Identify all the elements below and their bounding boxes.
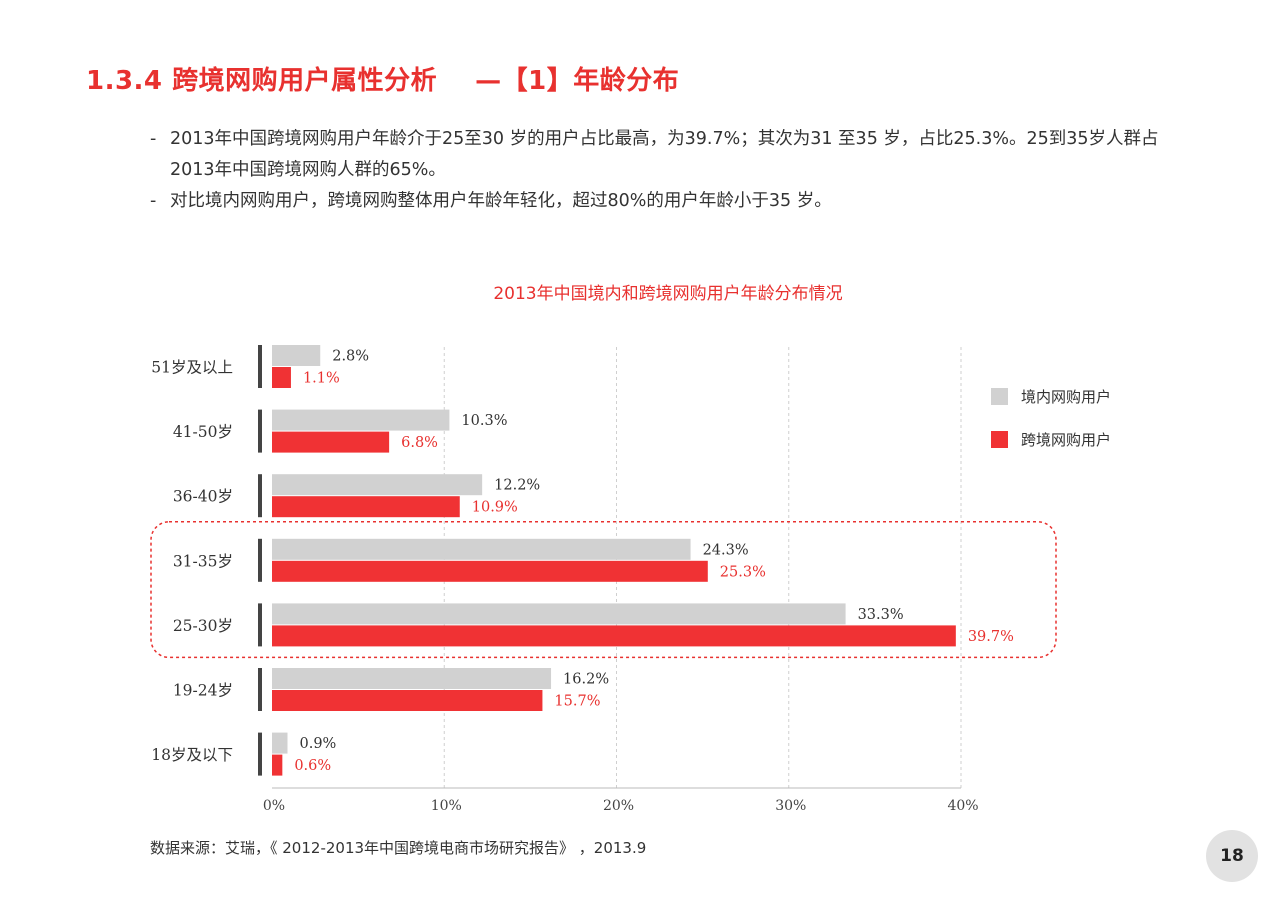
data-label: 12.2% <box>494 478 540 494</box>
bar <box>272 496 460 518</box>
bar <box>272 625 956 647</box>
category-marker <box>258 474 262 518</box>
highlight-box <box>150 521 1057 659</box>
x-tick-label: 10% <box>431 798 462 814</box>
data-label: 15.7% <box>554 694 600 710</box>
bar <box>272 367 291 388</box>
data-label: 10.3% <box>461 413 507 429</box>
bar <box>272 538 691 560</box>
bar <box>272 690 543 711</box>
category-label: 19-24岁 <box>173 682 233 700</box>
bullet-item: 2013年中国跨境网购用户年龄介于25至30 岁的用户占比最高，为39.7%；其… <box>150 124 1200 186</box>
bullet-item: 对比境内网购用户，跨境网购整体用户年龄年轻化，超过80%的用户年龄小于35 岁。 <box>150 186 1200 217</box>
data-label: 0.9% <box>300 736 337 752</box>
data-label: 25.3% <box>720 564 766 580</box>
category-marker <box>258 538 262 582</box>
chart-title: 2013年中国境内和跨境网购用户年龄分布情况 <box>493 284 843 304</box>
summary-bullets: 2013年中国跨境网购用户年龄介于25至30 岁的用户占比最高，为39.7%；其… <box>150 124 1200 217</box>
category-marker <box>258 668 262 711</box>
slide-title: 1.3.4 跨境网购用户属性分析 —【1】年龄分布 <box>86 60 679 97</box>
data-label: 2.8% <box>332 349 369 365</box>
category-label: 31-35岁 <box>173 552 233 570</box>
category-marker <box>258 345 262 388</box>
category-label: 41-50岁 <box>173 423 233 441</box>
bar <box>272 668 552 689</box>
data-label: 39.7% <box>968 629 1014 645</box>
bar <box>272 431 390 453</box>
legend-swatch <box>991 431 1008 448</box>
category-marker <box>258 732 262 776</box>
bar <box>272 603 846 625</box>
x-tick-label: 0% <box>263 798 285 814</box>
legend-label: 境内网购用户 <box>1021 388 1111 406</box>
bar <box>272 732 288 754</box>
x-tick-label: 30% <box>775 798 806 814</box>
category-label: 51岁及以上 <box>151 359 233 377</box>
section-number: 1.3.4 <box>86 66 163 96</box>
x-tick-label: 20% <box>603 798 634 814</box>
category-label: 18岁及以下 <box>151 746 233 764</box>
category-marker <box>258 603 262 647</box>
data-label: 33.3% <box>858 607 904 623</box>
data-label: 10.9% <box>472 500 518 516</box>
bar <box>272 474 483 496</box>
legend-label: 跨境网购用户 <box>1021 431 1111 449</box>
legend-swatch <box>991 388 1008 405</box>
page-number-badge: 18 <box>1206 830 1258 882</box>
data-label: 1.1% <box>303 371 340 387</box>
section-title: 跨境网购用户属性分析 <box>172 66 438 96</box>
data-label: 6.8% <box>401 435 438 451</box>
section-subtitle: —【1】年龄分布 <box>475 66 680 96</box>
x-tick-label: 40% <box>947 798 978 814</box>
category-marker <box>258 409 262 453</box>
data-source-note: 数据来源：艾瑞，《 2012-2013年中国跨境电商市场研究报告》 ，2013.… <box>150 839 647 857</box>
bar <box>272 754 283 776</box>
category-label: 25-30岁 <box>173 617 233 635</box>
data-label: 24.3% <box>703 542 749 558</box>
bar <box>272 409 450 431</box>
data-label: 0.6% <box>294 758 331 774</box>
bar <box>272 345 321 366</box>
category-label: 36-40岁 <box>173 488 233 506</box>
bar <box>272 560 708 582</box>
data-label: 16.2% <box>563 672 609 688</box>
